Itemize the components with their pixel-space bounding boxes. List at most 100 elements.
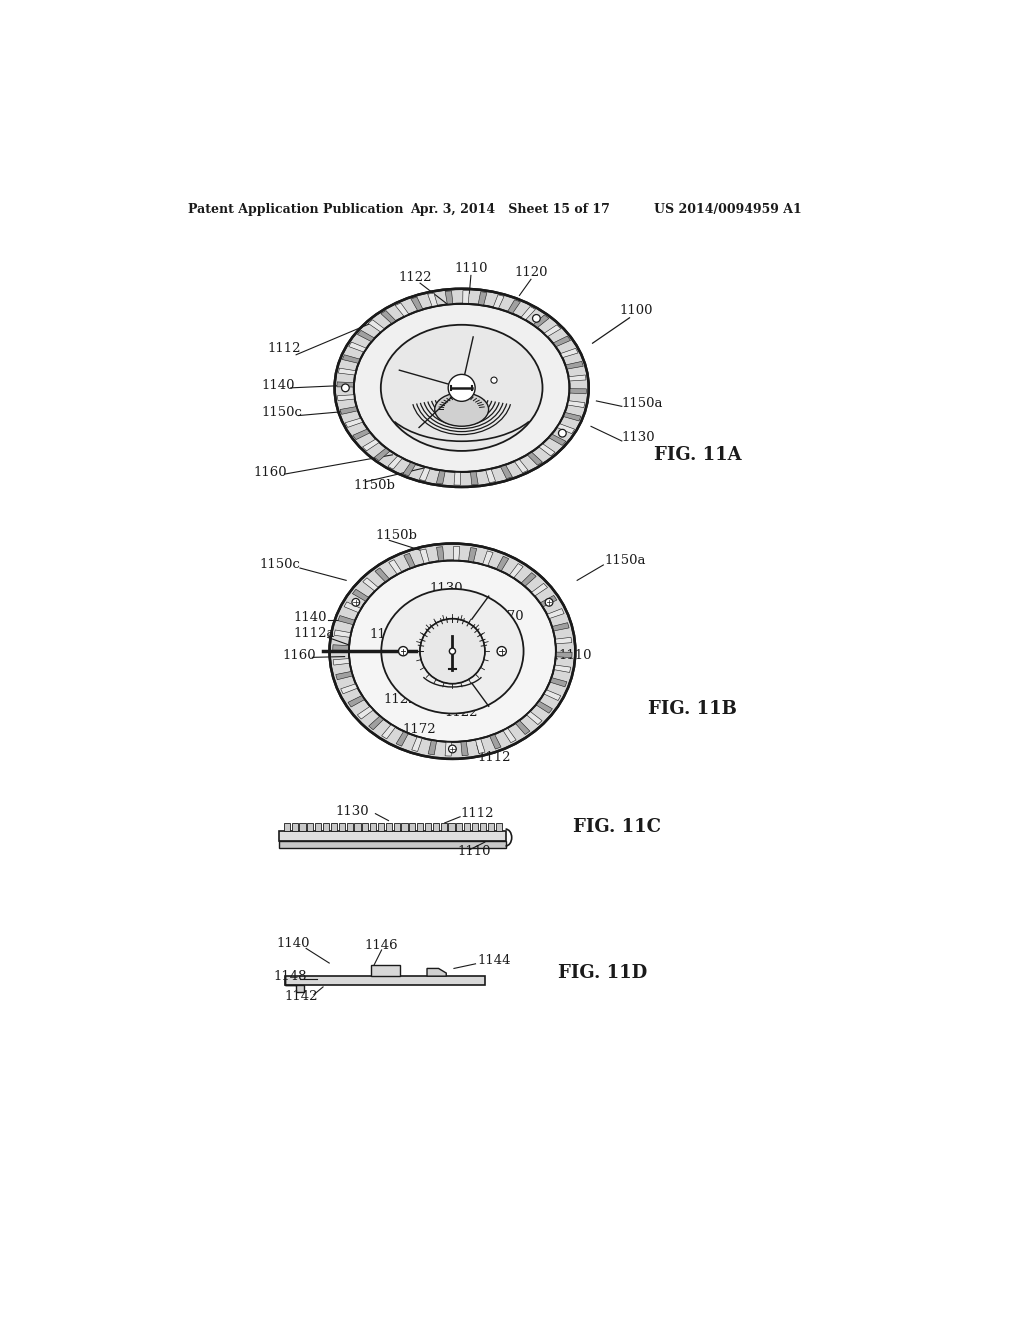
Polygon shape xyxy=(557,424,574,434)
Text: 1148: 1148 xyxy=(273,970,306,983)
Polygon shape xyxy=(428,293,437,308)
Circle shape xyxy=(342,384,349,392)
Polygon shape xyxy=(337,381,354,387)
Polygon shape xyxy=(369,715,384,730)
Text: 1160: 1160 xyxy=(283,649,315,663)
Bar xyxy=(386,822,392,830)
Polygon shape xyxy=(567,401,585,408)
Bar xyxy=(284,822,290,830)
Text: 1150b: 1150b xyxy=(354,479,395,492)
Bar xyxy=(307,822,313,830)
Polygon shape xyxy=(470,471,478,484)
Polygon shape xyxy=(445,742,452,756)
Polygon shape xyxy=(478,292,487,305)
Polygon shape xyxy=(552,623,569,631)
Polygon shape xyxy=(568,375,586,381)
Polygon shape xyxy=(349,342,367,352)
Bar xyxy=(393,822,399,830)
Polygon shape xyxy=(341,684,357,694)
Text: 1140: 1140 xyxy=(294,611,328,624)
Polygon shape xyxy=(461,741,468,755)
Polygon shape xyxy=(536,701,552,713)
Polygon shape xyxy=(342,355,360,363)
Bar xyxy=(425,822,431,830)
Polygon shape xyxy=(357,706,374,719)
Polygon shape xyxy=(482,550,494,566)
Bar xyxy=(440,822,446,830)
Polygon shape xyxy=(375,568,389,582)
Text: 1172: 1172 xyxy=(402,723,436,737)
Polygon shape xyxy=(555,638,571,644)
Text: 1170: 1170 xyxy=(490,610,524,623)
Polygon shape xyxy=(338,615,355,624)
Polygon shape xyxy=(436,546,444,561)
Polygon shape xyxy=(503,727,516,743)
Circle shape xyxy=(449,375,475,401)
Polygon shape xyxy=(445,290,453,305)
Polygon shape xyxy=(563,412,581,421)
Text: 1160: 1160 xyxy=(254,466,288,479)
Text: 1110: 1110 xyxy=(559,648,592,661)
Text: 1112a: 1112a xyxy=(294,627,335,640)
Text: 1150a: 1150a xyxy=(622,397,664,409)
Polygon shape xyxy=(475,738,485,754)
Bar xyxy=(285,977,484,985)
Circle shape xyxy=(352,598,359,606)
Text: 1120: 1120 xyxy=(486,648,520,661)
Bar xyxy=(280,841,506,847)
Text: 1100: 1100 xyxy=(620,305,653,317)
Polygon shape xyxy=(389,560,401,574)
Polygon shape xyxy=(411,297,423,312)
Polygon shape xyxy=(285,977,304,991)
Polygon shape xyxy=(515,721,529,734)
Polygon shape xyxy=(353,429,371,440)
Polygon shape xyxy=(419,467,430,480)
Bar xyxy=(370,822,376,830)
Polygon shape xyxy=(454,471,461,486)
Ellipse shape xyxy=(354,304,569,473)
Polygon shape xyxy=(549,434,566,445)
Text: 1130: 1130 xyxy=(622,432,655,445)
Bar xyxy=(354,822,360,830)
Text: 1150a: 1150a xyxy=(604,554,645,566)
Polygon shape xyxy=(501,465,512,479)
Bar xyxy=(472,822,478,830)
Polygon shape xyxy=(348,696,365,708)
Polygon shape xyxy=(420,549,429,564)
Text: 1144: 1144 xyxy=(477,954,511,968)
Polygon shape xyxy=(544,325,561,337)
Circle shape xyxy=(490,378,497,383)
Text: FIG. 11C: FIG. 11C xyxy=(573,818,662,836)
Polygon shape xyxy=(336,672,353,680)
Polygon shape xyxy=(334,630,351,638)
Polygon shape xyxy=(381,310,396,323)
Polygon shape xyxy=(463,290,469,304)
Bar xyxy=(346,822,352,830)
Polygon shape xyxy=(333,659,350,665)
Text: 1172: 1172 xyxy=(370,628,402,640)
Bar xyxy=(457,822,463,830)
Ellipse shape xyxy=(420,619,484,684)
Polygon shape xyxy=(560,348,579,358)
Text: 1130: 1130 xyxy=(336,805,370,818)
Polygon shape xyxy=(540,595,557,607)
Polygon shape xyxy=(345,418,364,428)
Text: US 2014/0094959 A1: US 2014/0094959 A1 xyxy=(654,203,802,216)
Polygon shape xyxy=(494,294,504,309)
Polygon shape xyxy=(521,306,536,319)
Circle shape xyxy=(558,429,566,437)
Text: 1146: 1146 xyxy=(365,939,398,952)
Bar xyxy=(323,822,329,830)
Polygon shape xyxy=(403,553,416,569)
Bar xyxy=(433,822,439,830)
Polygon shape xyxy=(428,741,436,755)
Polygon shape xyxy=(337,395,354,401)
Ellipse shape xyxy=(381,589,523,714)
Polygon shape xyxy=(340,407,358,414)
Bar xyxy=(280,830,506,841)
Bar xyxy=(371,965,400,977)
Circle shape xyxy=(497,647,506,656)
Polygon shape xyxy=(489,734,501,748)
Text: 1150c: 1150c xyxy=(261,407,302,418)
Polygon shape xyxy=(412,737,422,751)
